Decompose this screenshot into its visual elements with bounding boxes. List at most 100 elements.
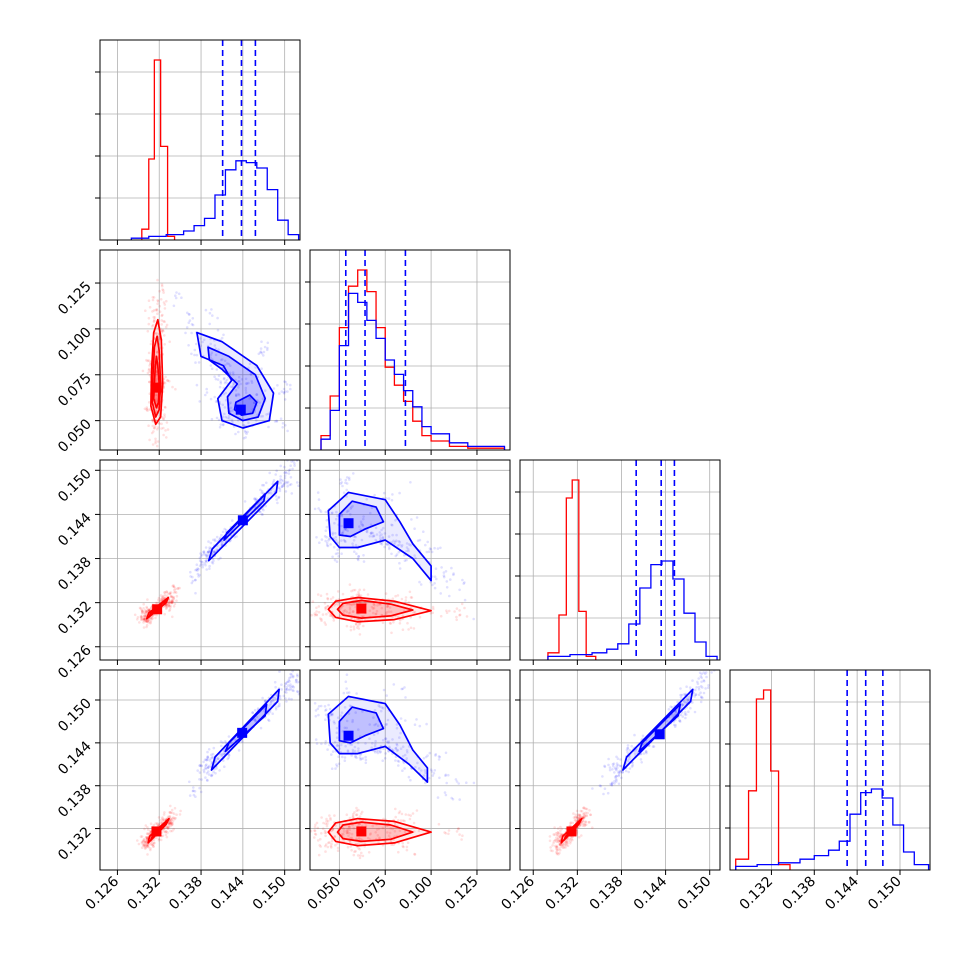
panel-0-2-point-blue	[205, 555, 208, 559]
panel-1-3-point-blue	[380, 706, 384, 709]
panel-1-2-point-blue	[369, 532, 373, 535]
panel-1-3-point-red	[326, 819, 330, 823]
panel-2-3-point-red	[548, 839, 552, 843]
panel-1-3-point-red	[392, 843, 395, 847]
panel-0-3-point-red	[157, 823, 160, 826]
panel-1-3-point-red	[359, 854, 362, 857]
panel-0-3-point-red	[161, 816, 164, 819]
panel-0-3-contour-blue-1	[224, 703, 268, 753]
panel-1-2-point-blue	[359, 520, 363, 523]
panel-2-3-point-blue	[626, 746, 629, 750]
panel-1-2-point-blue	[403, 559, 407, 562]
panel-0-2-point-red	[171, 615, 174, 619]
panel-1-3-contour-blue-1	[338, 706, 385, 744]
panel-1-2-point-blue	[369, 523, 373, 526]
panel-0-2-core-blue	[237, 515, 248, 526]
panel-0-2-point-red	[140, 617, 143, 621]
panel-0-3-point-red	[152, 841, 156, 845]
panel-0-1-point-blue	[202, 338, 206, 342]
panel-0-1-point-red	[147, 401, 151, 404]
panel-0-2-point-red	[167, 602, 171, 605]
panel-0-3-point-blue	[278, 704, 281, 708]
panel-1-2-point-blue	[330, 512, 334, 515]
panel-1-3-point-blue	[359, 758, 362, 761]
panel-0-2-point-red	[143, 609, 147, 612]
panel-1-2-point-red	[355, 618, 359, 621]
panel-0-3-point-blue	[270, 700, 273, 704]
panel-2-3-frame	[519, 669, 721, 871]
panel-0-1-point-red	[168, 340, 171, 344]
panel-1-3-point-red	[329, 818, 332, 821]
panel-1-3-point-blue	[399, 747, 403, 750]
panel-2-3-point-blue	[679, 713, 683, 717]
panel-0-2-point-blue	[217, 558, 220, 561]
panel-0-3-point-blue	[216, 757, 219, 760]
panel-1-3-point-blue	[409, 778, 412, 782]
panel-0-3-point-blue	[241, 740, 244, 743]
panel-1-3-point-red	[317, 853, 321, 857]
panel-1-3-point-blue	[392, 683, 396, 686]
panel-0-2-point-red	[144, 610, 148, 613]
panel-1-3-point-red	[407, 813, 410, 817]
panel-0-1-point-blue	[231, 384, 235, 387]
panel-1-2-point-blue	[375, 533, 379, 536]
panel-2-3-point-blue	[674, 712, 677, 715]
panel-2-3-point-blue	[617, 773, 621, 777]
panel-0-3-point-blue	[296, 664, 299, 667]
panel-0-1-point-red	[155, 308, 159, 311]
panel-1-3-point-blue	[457, 782, 461, 785]
panel-0-2-point-blue	[189, 575, 192, 578]
panel-1-3-point-blue	[381, 706, 385, 710]
panel-1-3-point-red	[347, 834, 350, 838]
panel-2-3-point-blue	[673, 713, 676, 716]
panel-0-1-core-blue	[235, 404, 246, 415]
panel-1-3-point-blue	[338, 747, 341, 750]
panel-2-3-point-red	[552, 841, 555, 845]
panel-1-2-point-red	[445, 611, 449, 614]
panel-1-3-point-red	[325, 824, 329, 828]
hist-3-xtick-label-3: 0.150	[865, 874, 905, 914]
panel-1-3-point-red	[346, 829, 349, 833]
panel-1-3-point-red	[412, 821, 416, 825]
panel-1-2-point-red	[321, 613, 325, 616]
panel-1-2-point-blue	[398, 491, 401, 495]
panel-0-1-point-red	[156, 312, 159, 316]
panel-0-1-point-red	[153, 427, 156, 430]
panel-1-3-point-blue	[437, 758, 441, 761]
panel-0-3-point-red	[157, 838, 161, 842]
panel-0-2-point-red	[164, 604, 168, 607]
panel-0-1-point-blue	[244, 386, 248, 390]
panel-0-1-point-blue	[231, 409, 234, 412]
panel-1-3-point-blue	[403, 767, 406, 770]
panel-2-3-point-blue	[684, 700, 688, 703]
panel-0-1-point-blue	[204, 308, 208, 312]
panel-0-2-point-blue	[207, 550, 210, 553]
panel-1-3-point-blue	[334, 767, 337, 770]
panel-0-1-point-blue	[275, 420, 279, 423]
panel-1-2-point-red	[352, 610, 355, 613]
panel-0-3-point-blue	[198, 764, 202, 767]
panel-0-3-point-red	[167, 827, 170, 830]
panel-0-3-point-blue	[194, 795, 197, 798]
panel-0-1-point-red	[145, 408, 148, 412]
panel-0-1-point-blue	[223, 381, 227, 385]
panel-1-3-point-red	[413, 853, 417, 856]
panel-2-3-point-red	[582, 812, 586, 815]
panel-1-2-point-red	[358, 622, 361, 626]
panel-0-3-point-blue	[303, 664, 306, 667]
panel-1-2-point-red	[387, 610, 391, 613]
panel-0-2-point-red	[169, 606, 172, 609]
panel-1-3-point-blue	[384, 723, 388, 726]
panel-0-2-point-blue	[212, 550, 216, 554]
panel-1-2-point-blue	[407, 549, 410, 553]
panel-1-3-point-blue	[324, 740, 328, 743]
panel-1-2-point-blue	[320, 538, 324, 541]
panel-1-2-point-blue	[429, 580, 433, 584]
panel-1-3-point-red	[397, 819, 400, 822]
panel-2-3-point-red	[573, 815, 577, 819]
panel-2-3-point-red	[573, 818, 577, 822]
panel-2-3-point-blue	[626, 747, 630, 750]
panel-1-3-point-red	[329, 816, 332, 820]
panel-1-2-point-red	[388, 621, 392, 625]
panel-2-3-content	[548, 670, 716, 856]
